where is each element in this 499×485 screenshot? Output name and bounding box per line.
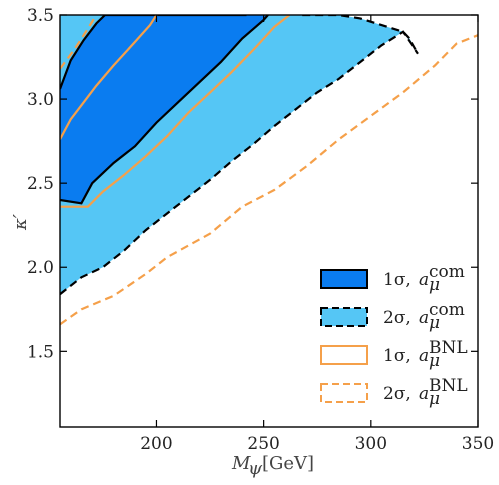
one-sigma-com-band <box>60 15 268 204</box>
legend-swatch <box>320 345 368 365</box>
x-tick-label: 350 <box>462 434 494 454</box>
legend-label-symbol: a <box>419 308 429 328</box>
legend-label-sup: com <box>429 300 465 320</box>
legend-label-symbol: a <box>419 346 429 366</box>
legend-swatch <box>320 307 368 327</box>
axis-ticks: 200 250 300 350 1.5 2.0 2.5 3.0 3.5 <box>27 6 494 454</box>
two-sigma-com-lower-edge <box>60 30 419 296</box>
x-axis-label-sub: ψ <box>248 458 263 479</box>
x-tick-label: 250 <box>247 434 279 454</box>
legend-label-symbol: a <box>419 384 429 404</box>
legend-label-sub: μ <box>429 313 440 333</box>
legend-label-sup: BNL <box>429 338 468 358</box>
y-tick-label: 2.0 <box>27 258 54 278</box>
two-sigma-bnl-upper-line <box>60 15 98 70</box>
x-axis-label-unit: [GeV] <box>262 453 314 474</box>
one-sigma-com-lower-edge <box>60 15 269 205</box>
legend-label-sub: μ <box>429 389 440 409</box>
legend-label-main: 1σ, <box>383 270 411 290</box>
legend-label-main: 2σ, <box>383 308 411 328</box>
x-tick-label: 200 <box>140 434 172 454</box>
legend-label-symbol: a <box>419 270 429 290</box>
legend-label-sup: com <box>429 262 465 282</box>
legend-label-sup: BNL <box>429 376 468 396</box>
x-axis-label-main: M <box>231 453 251 474</box>
one-sigma-bnl-upper-line <box>60 15 158 140</box>
y-axis-label: κ′ <box>10 214 31 231</box>
y-tick-label: 3.0 <box>27 90 54 110</box>
one-sigma-bnl-lower-line <box>60 15 291 208</box>
legend-label-sub: μ <box>429 351 440 371</box>
x-axis-label: M ψ [GeV] <box>231 453 314 479</box>
x-tick-label: 300 <box>355 434 387 454</box>
two-sigma-com-upper-edge <box>302 15 419 55</box>
two-sigma-bnl-lower-line <box>60 34 478 326</box>
y-tick-label: 1.5 <box>27 342 54 362</box>
plot-area <box>60 15 478 326</box>
plot-frame <box>59 14 479 428</box>
y-tick-label: 3.5 <box>27 6 54 26</box>
legend-swatch <box>320 383 368 403</box>
y-tick-label: 2.5 <box>27 174 54 194</box>
one-sigma-com-upper-edge <box>60 15 247 90</box>
legend-label-main: 2σ, <box>383 384 411 404</box>
legend-swatch <box>320 269 368 289</box>
legend-label-sub: μ <box>429 275 440 295</box>
legend-label-main: 1σ, <box>383 346 411 366</box>
